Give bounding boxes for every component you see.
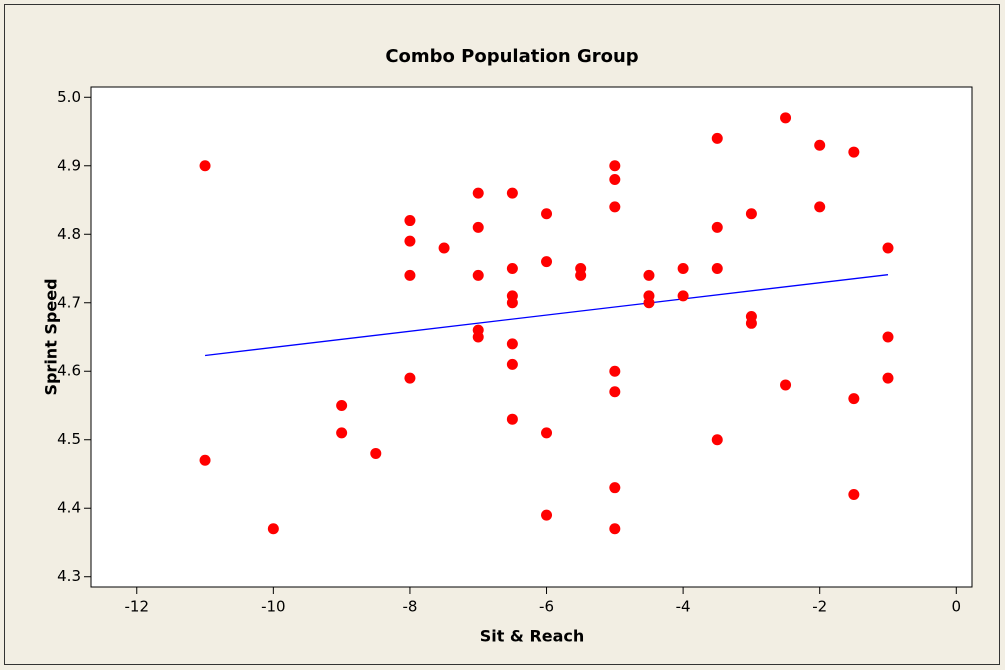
x-tick-label: -2 xyxy=(812,598,827,616)
point xyxy=(780,379,792,391)
point xyxy=(575,269,587,281)
point xyxy=(506,263,518,275)
point xyxy=(472,221,484,233)
x-tick-label: 0 xyxy=(952,598,962,616)
y-tick-label: 4.5 xyxy=(57,430,81,448)
point xyxy=(882,372,894,384)
point xyxy=(609,386,621,398)
point xyxy=(472,187,484,199)
point xyxy=(745,317,757,329)
fit-line xyxy=(204,274,889,357)
point xyxy=(711,221,723,233)
x-tick-label: -4 xyxy=(676,598,691,616)
point xyxy=(506,338,518,350)
y-tick-label: 5.0 xyxy=(57,88,81,106)
point xyxy=(506,413,518,425)
point xyxy=(541,256,553,268)
point xyxy=(370,447,382,459)
point xyxy=(199,454,211,466)
point xyxy=(267,523,279,535)
point xyxy=(541,208,553,220)
chart-title: Combo Population Group xyxy=(385,46,638,67)
point xyxy=(609,160,621,172)
plot-area xyxy=(90,86,973,588)
x-tick-label: -10 xyxy=(261,598,286,616)
point xyxy=(506,358,518,370)
point xyxy=(848,146,860,158)
point xyxy=(882,242,894,254)
point xyxy=(609,523,621,535)
point xyxy=(643,269,655,281)
point xyxy=(814,139,826,151)
y-tick-label: 4.9 xyxy=(57,156,81,174)
point xyxy=(677,290,689,302)
point xyxy=(404,235,416,247)
y-tick-label: 4.8 xyxy=(57,225,81,243)
point xyxy=(404,215,416,227)
x-tick-label: -12 xyxy=(125,598,150,616)
point xyxy=(506,297,518,309)
point xyxy=(336,399,348,411)
y-tick-label: 4.7 xyxy=(57,293,81,311)
point xyxy=(541,427,553,439)
point xyxy=(609,365,621,377)
x-tick-label: -6 xyxy=(539,598,554,616)
point xyxy=(745,208,757,220)
point xyxy=(711,434,723,446)
y-axis-label: Sprint Speed xyxy=(42,278,61,395)
point xyxy=(711,132,723,144)
y-tick-label: 4.4 xyxy=(57,499,81,517)
point xyxy=(506,187,518,199)
y-tick-label: 4.6 xyxy=(57,362,81,380)
point xyxy=(609,173,621,185)
point xyxy=(541,509,553,521)
point xyxy=(882,331,894,343)
point xyxy=(199,160,211,172)
point xyxy=(609,482,621,494)
x-axis-label: Sit & Reach xyxy=(480,627,585,646)
point xyxy=(848,393,860,405)
point xyxy=(643,297,655,309)
point xyxy=(780,112,792,124)
y-tick-label: 4.3 xyxy=(57,567,81,585)
x-tick-label: -8 xyxy=(402,598,417,616)
point xyxy=(336,427,348,439)
point xyxy=(814,201,826,213)
point xyxy=(711,263,723,275)
point xyxy=(404,269,416,281)
point xyxy=(404,372,416,384)
point xyxy=(677,263,689,275)
point xyxy=(438,242,450,254)
point xyxy=(848,489,860,501)
point xyxy=(472,331,484,343)
point xyxy=(472,269,484,281)
point xyxy=(609,201,621,213)
